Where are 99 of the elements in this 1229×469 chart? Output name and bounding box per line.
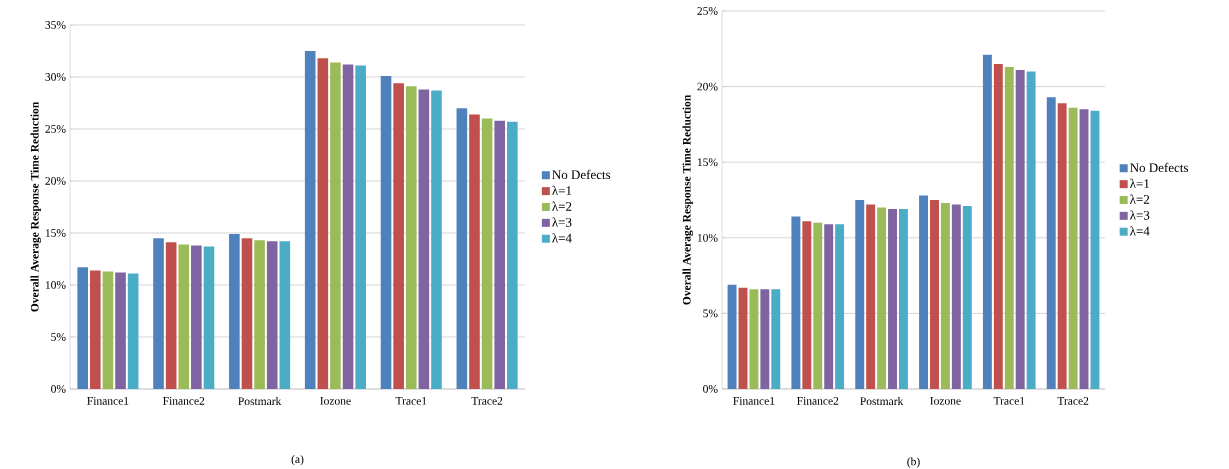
y-tick-label: 10% bbox=[45, 281, 66, 289]
bar bbox=[165, 242, 177, 389]
bar bbox=[791, 216, 801, 389]
bar bbox=[813, 222, 823, 389]
bar bbox=[102, 271, 114, 389]
bar bbox=[266, 241, 278, 389]
bar bbox=[940, 203, 950, 389]
bar bbox=[749, 289, 759, 389]
x-tick-label: Finance1 bbox=[733, 397, 775, 405]
bar bbox=[178, 244, 190, 389]
legend-label: λ=3 bbox=[552, 217, 572, 227]
legend-label: λ=1 bbox=[552, 185, 572, 195]
bar bbox=[835, 224, 845, 389]
legend-label: λ=1 bbox=[1130, 178, 1150, 188]
bar bbox=[930, 199, 939, 389]
legend-label: λ=4 bbox=[552, 233, 572, 243]
x-tick-label: Trace1 bbox=[395, 397, 427, 405]
y-tick-label: 30% bbox=[45, 73, 66, 81]
bar bbox=[1090, 110, 1100, 389]
text: (a) bbox=[291, 454, 304, 466]
bar bbox=[1046, 97, 1056, 389]
bar bbox=[241, 238, 253, 389]
bar bbox=[507, 121, 518, 389]
bar bbox=[1079, 109, 1089, 389]
bar bbox=[469, 114, 480, 389]
x-tick-label: Trace2 bbox=[471, 397, 503, 405]
bar bbox=[304, 50, 316, 389]
bar bbox=[330, 62, 341, 389]
bar bbox=[1015, 69, 1025, 389]
bar bbox=[802, 221, 812, 389]
y-tick-label: 20% bbox=[45, 177, 66, 185]
bar bbox=[866, 204, 876, 389]
bar bbox=[229, 234, 240, 389]
y-tick-label: 25% bbox=[697, 7, 718, 15]
bar bbox=[317, 58, 329, 389]
bar bbox=[824, 224, 834, 389]
x-tick-label: Trace2 bbox=[1057, 397, 1089, 405]
bar bbox=[888, 209, 897, 389]
bar bbox=[1068, 107, 1078, 389]
bar bbox=[393, 83, 404, 389]
x-tick-label: Iozone bbox=[930, 397, 961, 405]
x-tick-label: Iozone bbox=[320, 397, 351, 405]
bar bbox=[727, 284, 737, 389]
y-tick-label: 25% bbox=[45, 125, 66, 133]
y-tick-label: 5% bbox=[51, 333, 66, 341]
bar bbox=[279, 241, 291, 389]
bar bbox=[431, 90, 442, 389]
y-tick-label: 0% bbox=[51, 385, 66, 393]
y-tick-label: 35% bbox=[45, 21, 66, 29]
legend-label: No Defects bbox=[1130, 162, 1189, 173]
bar bbox=[919, 195, 929, 389]
y-axis-title: Overall Average Response Time Reduction bbox=[682, 94, 694, 305]
bar bbox=[771, 289, 781, 389]
bar bbox=[481, 118, 493, 389]
bar bbox=[982, 54, 992, 389]
legend-label: λ=4 bbox=[1130, 226, 1150, 236]
y-tick-label: 20% bbox=[697, 82, 718, 91]
bar bbox=[254, 240, 265, 389]
y-tick-label: 0% bbox=[703, 385, 718, 393]
bar bbox=[90, 270, 101, 389]
bar bbox=[898, 209, 908, 389]
x-tick-label: Finance2 bbox=[797, 397, 839, 405]
x-tick-label: Postmark bbox=[860, 397, 904, 406]
bar bbox=[1004, 66, 1014, 389]
bar bbox=[191, 245, 202, 389]
y-tick-label: 15% bbox=[45, 229, 66, 237]
bar bbox=[77, 267, 89, 389]
bar bbox=[355, 65, 366, 389]
bar bbox=[1057, 103, 1067, 389]
bar bbox=[494, 120, 506, 389]
bar bbox=[418, 89, 430, 389]
legend-label: λ=2 bbox=[552, 201, 572, 211]
bar bbox=[993, 63, 1003, 389]
legend-label: λ=3 bbox=[1130, 210, 1150, 220]
y-axis-title: Overall Average Response Time Reduction bbox=[30, 101, 42, 312]
bar bbox=[380, 75, 392, 389]
y-tick-label: 5% bbox=[703, 309, 718, 318]
bar bbox=[456, 108, 468, 389]
x-tick-label: Finance1 bbox=[87, 397, 129, 405]
text: (b) bbox=[907, 457, 920, 468]
bar bbox=[405, 86, 417, 389]
bar bbox=[855, 199, 865, 389]
bar bbox=[203, 246, 215, 389]
bar bbox=[127, 273, 139, 389]
legend-label: λ=2 bbox=[1130, 194, 1150, 204]
x-tick-label: Finance2 bbox=[163, 397, 205, 405]
bar bbox=[760, 289, 770, 389]
bar bbox=[962, 206, 972, 389]
y-tick-label: 15% bbox=[697, 158, 718, 167]
bar bbox=[1026, 71, 1036, 389]
bar bbox=[951, 204, 961, 389]
y-tick-label: 10% bbox=[697, 233, 718, 242]
bar bbox=[115, 272, 126, 389]
x-tick-label: Trace1 bbox=[993, 397, 1025, 405]
x-tick-label: Postmark bbox=[238, 397, 282, 406]
bar bbox=[153, 238, 164, 389]
bar bbox=[342, 64, 354, 389]
legend-label: No Defects bbox=[552, 169, 611, 180]
bar bbox=[877, 207, 887, 389]
